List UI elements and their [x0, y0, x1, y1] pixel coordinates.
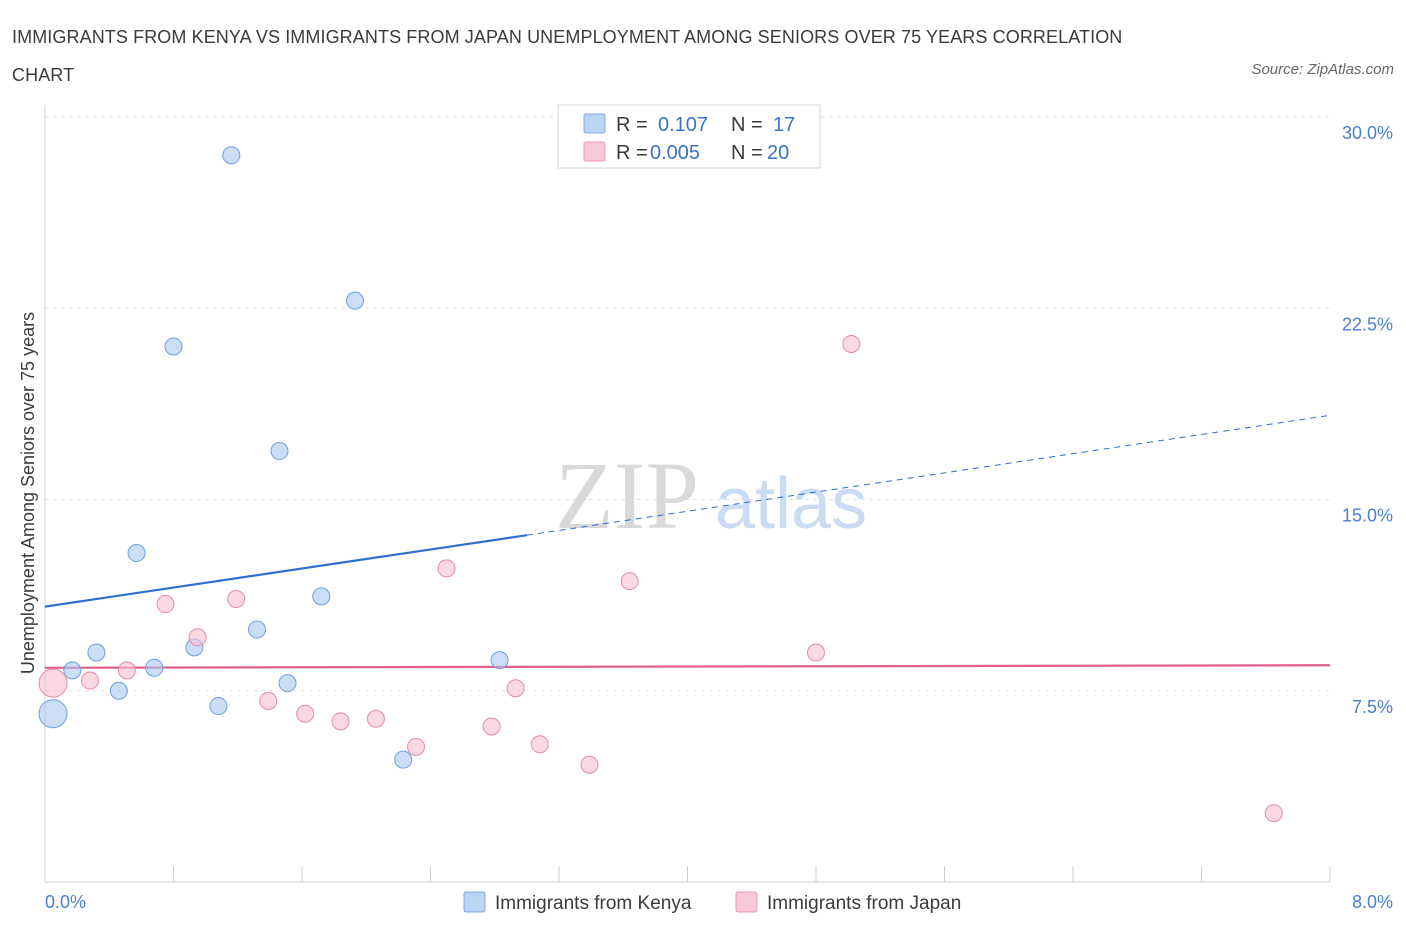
chart-title: IMMIGRANTS FROM KENYA VS IMMIGRANTS FROM… [12, 27, 1123, 85]
watermark-zip: ZIP [555, 442, 699, 549]
point-kenya[interactable] [222, 146, 241, 165]
bottom-legend-label-japan: Immigrants from Japan [767, 893, 961, 914]
point-japan[interactable] [580, 755, 599, 774]
point-kenya[interactable] [145, 658, 164, 677]
y-tick-label: 22.5% [1342, 314, 1393, 334]
legend-swatch-kenya [583, 113, 606, 134]
y-tick-label: 15.0% [1342, 506, 1393, 526]
x-tick-label-min: 0.0% [45, 892, 86, 912]
point-japan[interactable] [80, 671, 99, 690]
point-japan[interactable] [227, 589, 246, 608]
legend-r-value-kenya: 0.107 [658, 114, 708, 136]
data-points [38, 146, 1283, 823]
legend-box: R = 0.107 N = 17 R = 0.005 N = 20 [557, 104, 821, 169]
point-kenya[interactable] [248, 620, 267, 639]
y-tick-label: 7.5% [1352, 697, 1393, 717]
legend-n-value-kenya: 17 [773, 114, 795, 136]
point-japan[interactable] [437, 559, 456, 578]
x-ticks [44, 866, 1331, 882]
point-kenya[interactable] [87, 643, 106, 662]
bottom-legend: Immigrants from Kenya Immigrants from Ja… [463, 891, 961, 914]
trend-line-japan [44, 664, 1331, 669]
trend-lines [44, 414, 1331, 669]
point-kenya[interactable] [209, 697, 228, 716]
point-kenya[interactable] [63, 661, 82, 680]
point-japan[interactable] [407, 737, 426, 756]
point-japan[interactable] [156, 595, 175, 614]
point-japan[interactable] [620, 572, 639, 591]
point-kenya[interactable] [270, 442, 289, 461]
point-japan[interactable] [530, 735, 549, 754]
point-kenya[interactable] [346, 291, 365, 310]
y-tick-label: 30.0% [1342, 123, 1393, 143]
point-japan[interactable] [38, 668, 68, 698]
point-kenya[interactable] [312, 587, 331, 606]
trend-line-kenya-extension [526, 414, 1331, 536]
legend-r-value-japan: 0.005 [650, 142, 700, 164]
watermark: ZIP atlas [555, 442, 867, 549]
point-kenya[interactable] [490, 651, 509, 670]
y-tick-labels: 7.5% 15.0% 22.5% 30.0% [1342, 123, 1393, 717]
point-kenya[interactable] [38, 699, 68, 729]
point-japan[interactable] [807, 643, 825, 662]
point-japan[interactable] [188, 628, 207, 647]
legend-n-label-kenya: N = [731, 114, 763, 136]
point-japan[interactable] [117, 661, 136, 680]
legend-n-label-japan: N = [731, 142, 763, 164]
legend-n-value-japan: 20 [767, 142, 789, 164]
point-japan[interactable] [482, 717, 501, 736]
point-kenya[interactable] [394, 750, 413, 769]
bottom-legend-swatch-kenya [463, 891, 486, 913]
bottom-legend-swatch-japan [735, 891, 758, 913]
y-axis-title: Unemployment Among Seniors over 75 years [18, 312, 38, 674]
point-japan[interactable] [259, 691, 278, 710]
point-kenya[interactable] [109, 681, 128, 700]
x-tick-label-max: 8.0% [1352, 892, 1393, 912]
trend-line-kenya [44, 534, 528, 608]
legend-r-label-japan: R = [616, 142, 648, 164]
point-kenya[interactable] [164, 337, 183, 356]
bottom-legend-label-kenya: Immigrants from Kenya [495, 893, 692, 914]
point-kenya[interactable] [278, 674, 297, 693]
point-japan[interactable] [506, 679, 525, 698]
source-label: Source: ZipAtlas.com [1251, 61, 1394, 78]
point-japan[interactable] [842, 334, 861, 353]
watermark-atlas: atlas [715, 464, 867, 544]
point-kenya[interactable] [127, 544, 146, 563]
legend-swatch-japan [583, 141, 606, 162]
point-japan[interactable] [331, 712, 350, 731]
point-japan[interactable] [366, 709, 385, 728]
legend-r-label-kenya: R = [616, 114, 648, 136]
point-japan[interactable] [1264, 804, 1283, 823]
point-japan[interactable] [296, 704, 315, 723]
